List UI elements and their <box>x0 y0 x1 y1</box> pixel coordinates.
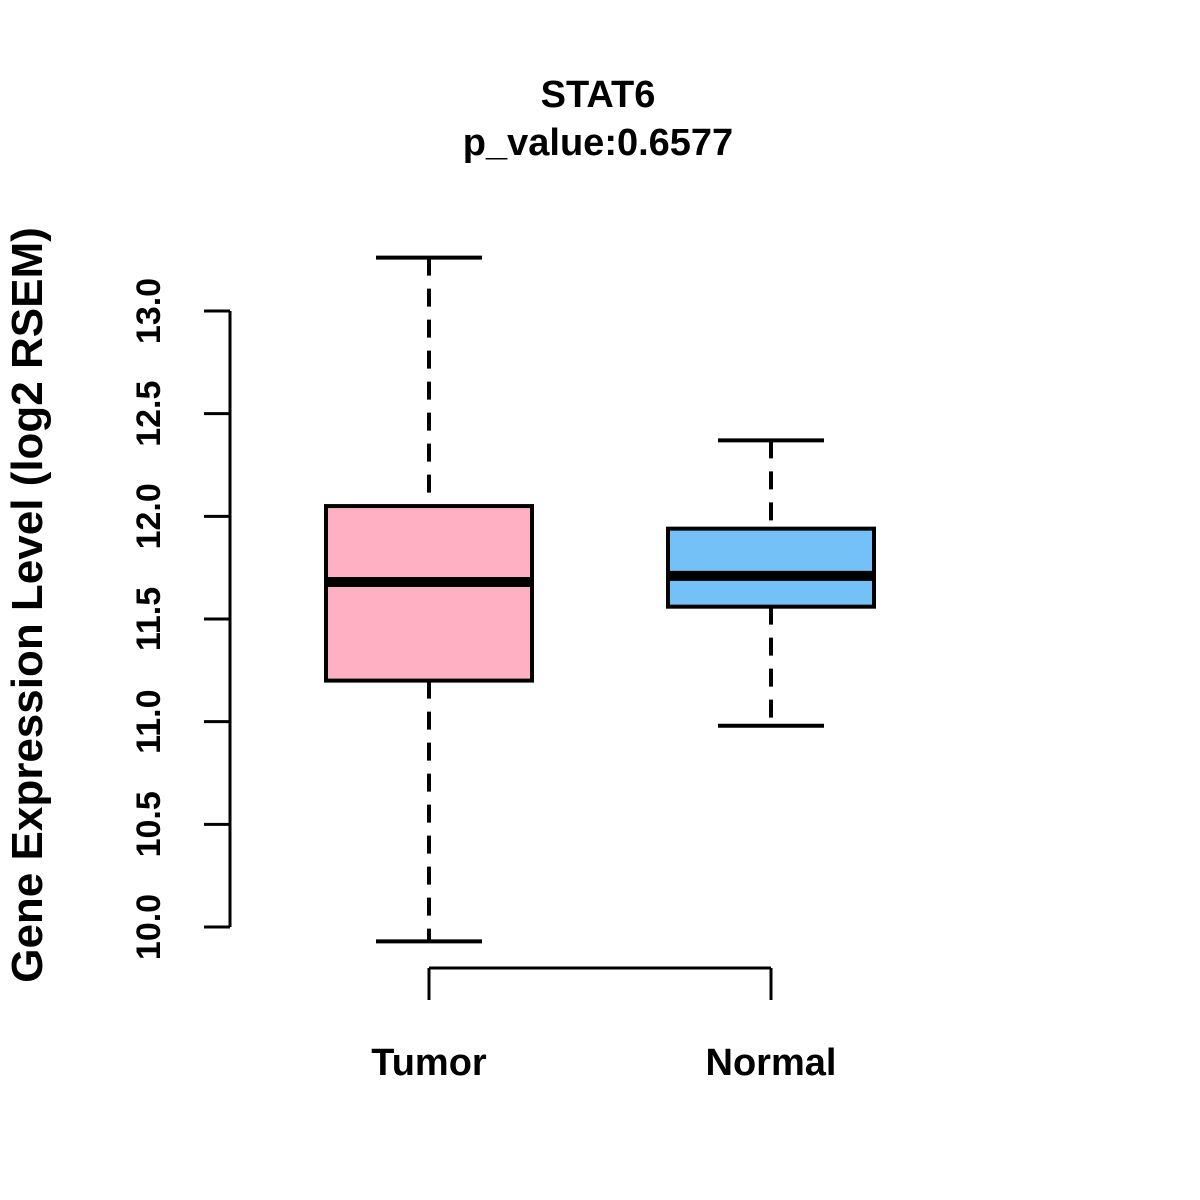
x-category-label-normal: Normal <box>706 1042 837 1084</box>
iqr-box-normal <box>666 526 876 609</box>
iqr-box-tumor <box>324 504 534 683</box>
boxplot-series <box>324 255 876 944</box>
y-tick-label: 12.5 <box>130 381 168 447</box>
chart-pvalue-subtitle: p_value:0.6577 <box>463 122 733 164</box>
chart-title: STAT6 <box>541 74 656 116</box>
x-axis-bracket <box>427 966 773 1000</box>
y-tick-label: 10.0 <box>130 894 168 960</box>
x-category-label-tumor: Tumor <box>371 1042 487 1084</box>
y-tick-label: 11.0 <box>130 690 168 754</box>
y-tick-label: 10.5 <box>130 791 168 857</box>
y-tick-label: 12.0 <box>130 483 168 549</box>
y-tick-label: 11.5 <box>130 587 168 651</box>
y-tick-label: 13.0 <box>130 278 168 344</box>
box-group-tumor <box>324 255 534 944</box>
y-axis: 10.0 10.5 11.0 11.5 12.0 12.5 13.0 <box>130 278 232 960</box>
box-group-normal <box>666 438 876 728</box>
y-axis-label: Gene Expression Level (log2 RSEM) <box>3 227 52 983</box>
